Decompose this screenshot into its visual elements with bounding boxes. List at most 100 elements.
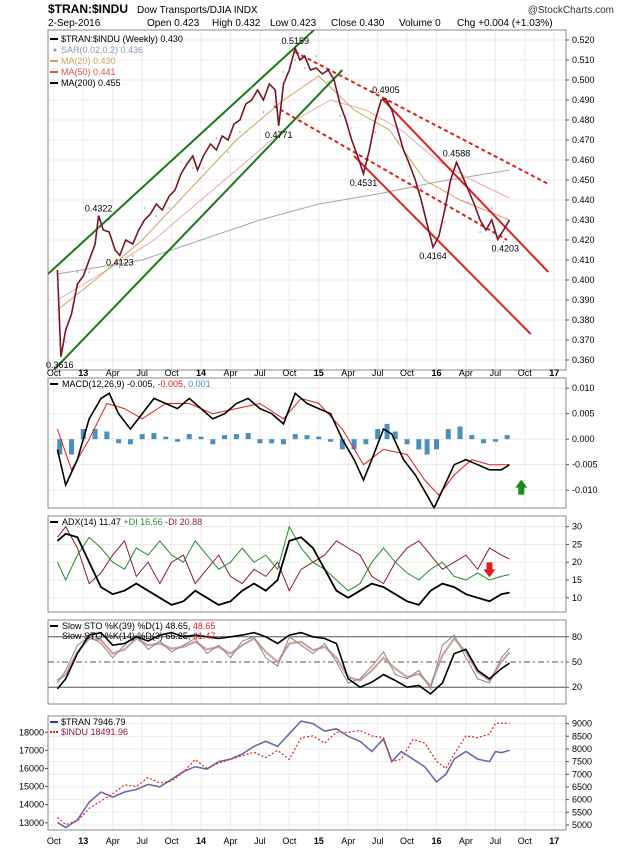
sto-legend-line1: Slow STO %K(39) %D(1) 48.65, 48.65 <box>62 621 215 631</box>
sar-dot <box>408 175 411 177</box>
main-x-tick-label: 17 <box>549 368 559 378</box>
sar-dot <box>350 127 353 129</box>
price-annotation: 0.3616 <box>46 360 74 370</box>
cmp-y-tick-left: 18000 <box>19 727 44 737</box>
macd-hist-bar <box>434 439 439 450</box>
trendline-red-dashed-lower <box>273 105 508 241</box>
adx-line <box>56 532 510 606</box>
sar-dot <box>432 258 434 261</box>
adx-y-tick: 30 <box>572 522 582 532</box>
macd-hist-bar <box>257 439 263 444</box>
sto-k39-line <box>56 631 510 695</box>
main-x-tick-label: 15 <box>314 368 324 378</box>
main-x-tick-label: Jul <box>490 368 502 378</box>
adx-legend: ADX(14) 11.47 +DI 16.56 -DI 20.88 <box>62 517 202 527</box>
main-x-tick-label: Oct <box>282 368 297 378</box>
cmp-y-tick-right: 5000 <box>572 820 592 830</box>
cmp-y-tick-left: 14000 <box>19 800 44 810</box>
cmp-y-tick-left: 16000 <box>19 763 44 773</box>
main-y-tick: 0.430 <box>572 215 595 225</box>
macd-hist-bar <box>139 434 145 440</box>
chart-header: $TRAN:$INDU Dow Transports/DJIA INDX @St… <box>48 2 614 29</box>
sar-dot <box>327 81 329 83</box>
main-y-tick: 0.500 <box>572 75 595 85</box>
close-value: Close 0.430 <box>331 18 385 29</box>
macd-hist-bar <box>127 439 133 445</box>
cmp-x-tick-label: Jul <box>490 836 502 846</box>
price-annotation: 0.4123 <box>106 257 134 267</box>
sar-dot <box>479 231 481 233</box>
sar-dot <box>385 86 387 88</box>
macd-hist-bar <box>504 435 510 440</box>
cmp-y-tick-left: 15000 <box>19 782 44 792</box>
sar-dot <box>467 201 470 203</box>
sar-dot <box>262 111 265 113</box>
main-legend-entry: MA(200) 0.455 <box>61 78 121 88</box>
main-x-tick-label: 13 <box>78 368 88 378</box>
cmp-x-tick-label: Apr <box>341 836 355 846</box>
adx-y-tick: 15 <box>572 575 582 585</box>
sto-legend-line2-part: Slow STO %K(14) %D(3) 66.25, <box>62 631 190 641</box>
price-line <box>56 45 511 357</box>
cmp-x-tick-label: Oct <box>400 836 415 846</box>
cmp-y-tick-right: 6500 <box>572 782 592 792</box>
main-x-tick-label: 16 <box>431 368 441 378</box>
cmp-x-tick-label: 17 <box>549 836 559 846</box>
macd-hist-bar <box>280 439 286 445</box>
macd-hist-bar <box>163 436 169 440</box>
cmp-y-tick-right: 8500 <box>572 731 592 741</box>
macd-legend-part: MACD(12,26,9) -0.005, <box>62 379 155 389</box>
cmp-x-tick-label: Jul <box>372 836 384 846</box>
price-annotation: 0.4531 <box>350 178 378 188</box>
macd-frame <box>47 377 567 509</box>
main-legend-marker <box>53 48 57 52</box>
sar-dot <box>202 167 205 169</box>
price-annotation: 0.4322 <box>85 204 113 214</box>
macd-hist-bar <box>210 439 216 445</box>
cmp-y-tick-right: 7500 <box>572 757 592 767</box>
main-legend-entry: $TRAN:$INDU (Weekly) 0.430 <box>61 34 183 44</box>
main-y-tick: 0.490 <box>572 95 595 105</box>
macd-y-tick: 0.005 <box>572 409 595 419</box>
ma20-line <box>57 75 510 311</box>
macd-y-tick: -0.010 <box>572 485 598 495</box>
main-y-tick: 0.380 <box>572 315 595 325</box>
cmp-x-tick-label: Oct <box>165 836 180 846</box>
sar-dot <box>76 271 79 273</box>
sar-dot <box>396 141 399 143</box>
main-y-tick: 0.510 <box>572 55 595 65</box>
sar-dot <box>131 255 134 257</box>
macd-y-tick: -0.005 <box>572 460 598 470</box>
main-y-tick: 0.390 <box>572 295 595 305</box>
macd-hist-bar <box>328 439 334 442</box>
main-x-tick-label: Oct <box>165 368 180 378</box>
main-legend-entry: MA(20) 0.430 <box>61 56 116 66</box>
main-x-tick-label: Apr <box>341 368 355 378</box>
adx-down-arrow-icon <box>483 562 496 578</box>
main-x-tick-label: Apr <box>459 368 473 378</box>
macd-hist-bar <box>151 433 157 440</box>
trendline-green-channel-lower <box>52 69 344 370</box>
macd-hist-bar <box>424 439 430 455</box>
macd-hist-bar <box>469 435 475 440</box>
macd-hist-bar <box>198 436 204 440</box>
adx-y-tick: 20 <box>572 557 582 567</box>
sar-dot <box>192 167 194 169</box>
sar-dot <box>143 207 146 209</box>
plus-di-line <box>56 525 510 592</box>
macd-hist-bar <box>316 436 322 440</box>
macd-hist-bar <box>416 439 422 450</box>
sar-dot <box>491 207 493 209</box>
copyright-label: @StockCharts.com <box>528 5 614 16</box>
sar-dot <box>374 131 377 133</box>
volume-value: Volume 0 <box>399 18 441 29</box>
cmp-y-tick-left: 13000 <box>19 818 44 828</box>
main-plot-area <box>48 30 550 370</box>
macd-hist-bar <box>392 431 398 440</box>
sar-dot <box>108 219 111 221</box>
cmp-x-tick-label: Jul <box>254 836 266 846</box>
sto-legend-line2-part: 61.47 <box>190 631 215 641</box>
macd-hist-bar <box>445 428 451 440</box>
sar-dot <box>250 87 253 89</box>
